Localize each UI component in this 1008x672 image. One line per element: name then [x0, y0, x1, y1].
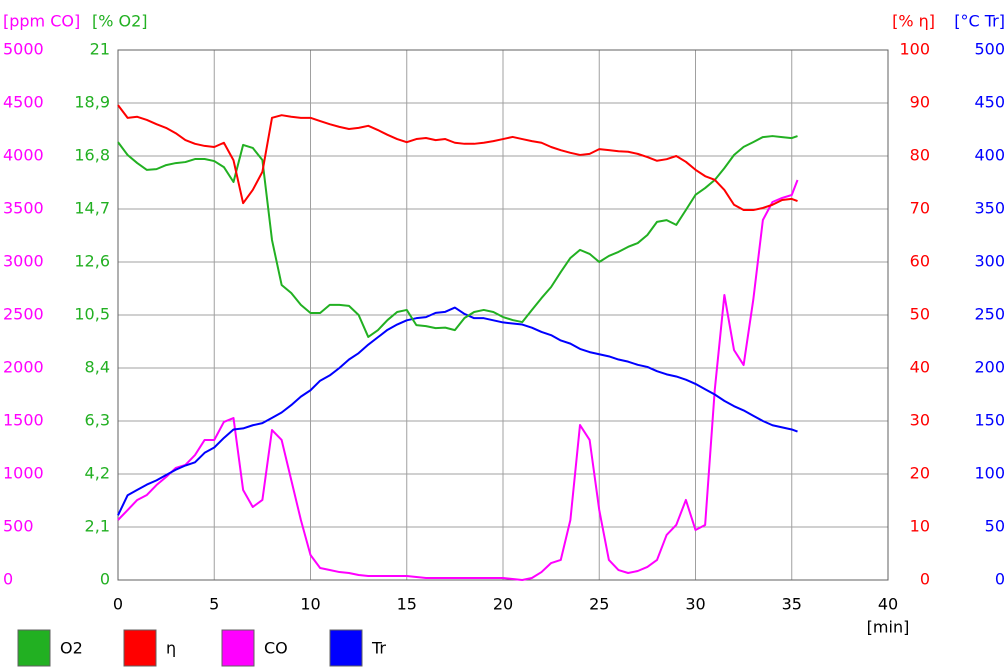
y-tick-label: 3000 [3, 252, 44, 271]
y4-tick-label: 400 [974, 146, 1005, 165]
y-tick-label: 4000 [3, 146, 44, 165]
legend-swatch [221, 629, 255, 667]
legend-label: CO [264, 639, 288, 658]
y3-tick-label: 30 [910, 411, 930, 430]
legend-swatch [17, 629, 51, 667]
y2-tick-label: 8,4 [85, 358, 110, 377]
x-tick-label: 40 [878, 595, 898, 614]
y-tick-label: 3500 [3, 199, 44, 218]
y-tick-label: 5000 [3, 40, 44, 59]
x-tick-label: 25 [589, 595, 609, 614]
y3-tick-label: 80 [910, 146, 930, 165]
y4-axis-label: [°C Tr] [954, 12, 1005, 31]
y3-axis-label: [% η] [892, 12, 935, 31]
series-line [117, 179, 799, 581]
y-tick-label: 2000 [3, 358, 44, 377]
x-tick-label: 0 [113, 595, 123, 614]
y3-tick-label: 90 [910, 93, 930, 112]
y4-tick-label: 100 [974, 464, 1005, 483]
y-axis-label: [ppm CO] [3, 12, 80, 31]
y4-tick-label: 0 [995, 570, 1005, 589]
x-tick-label: 20 [493, 595, 513, 614]
y3-tick-label: 100 [899, 40, 930, 59]
series-line [117, 104, 798, 212]
legend-label: η [166, 639, 176, 658]
y4-tick-label: 250 [974, 305, 1005, 324]
y4-tick-label: 50 [985, 517, 1005, 536]
y3-tick-label: 40 [910, 358, 930, 377]
plot-frame [117, 49, 889, 581]
y4-tick-label: 200 [974, 358, 1005, 377]
y2-tick-label: 18,9 [74, 93, 110, 112]
y3-tick-label: 50 [910, 305, 930, 324]
x-tick-label: 15 [397, 595, 417, 614]
x-tick-label: 5 [209, 595, 219, 614]
y2-tick-label: 6,3 [85, 411, 110, 430]
series-line [117, 306, 798, 516]
y4-tick-label: 450 [974, 93, 1005, 112]
y4-tick-label: 150 [974, 411, 1005, 430]
series-line [117, 135, 798, 338]
x-axis-label: [min] [867, 618, 910, 637]
y-tick-label: 500 [3, 517, 34, 536]
y3-tick-label: 10 [910, 517, 930, 536]
x-tick-label: 30 [685, 595, 705, 614]
y-tick-label: 0 [3, 570, 13, 589]
y-tick-label: 1500 [3, 411, 44, 430]
legend-swatch [123, 629, 157, 667]
y2-tick-label: 12,6 [74, 252, 110, 271]
y2-tick-label: 10,5 [74, 305, 110, 324]
y3-tick-label: 0 [920, 570, 930, 589]
x-tick-label: 35 [782, 595, 802, 614]
y4-tick-label: 350 [974, 199, 1005, 218]
y2-tick-label: 2,1 [85, 517, 110, 536]
y2-axis-label: [% O2] [92, 12, 148, 31]
y3-tick-label: 20 [910, 464, 930, 483]
y-tick-label: 1000 [3, 464, 44, 483]
legend-swatch [329, 629, 363, 667]
y2-tick-label: 4,2 [85, 464, 110, 483]
y2-tick-label: 16,8 [74, 146, 110, 165]
y4-tick-label: 300 [974, 252, 1005, 271]
y2-tick-label: 0 [100, 570, 110, 589]
y3-tick-label: 70 [910, 199, 930, 218]
x-tick-label: 10 [300, 595, 320, 614]
legend-label: O2 [60, 639, 83, 658]
legend-label: Tr [371, 639, 386, 658]
y-tick-label: 4500 [3, 93, 44, 112]
y-tick-label: 2500 [3, 305, 44, 324]
y3-tick-label: 60 [910, 252, 930, 271]
y2-tick-label: 14,7 [74, 199, 110, 218]
y2-tick-label: 21 [90, 40, 110, 59]
y4-tick-label: 500 [974, 40, 1005, 59]
